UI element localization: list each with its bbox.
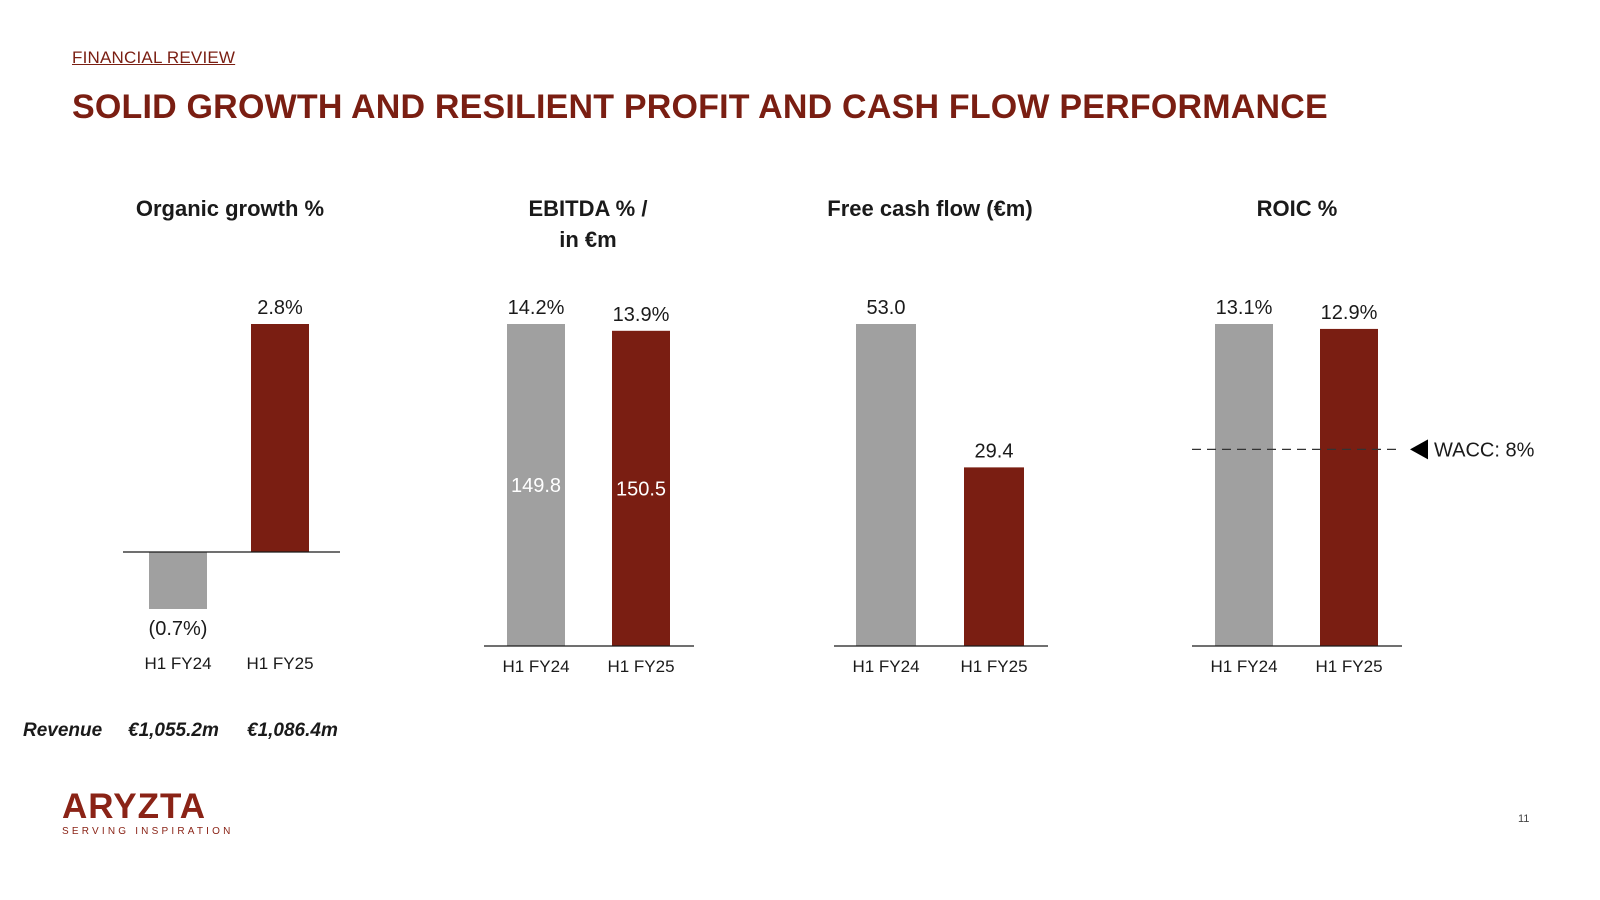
bar-0-1 bbox=[251, 324, 309, 552]
category-label-0-0: H1 FY24 bbox=[144, 654, 211, 673]
logo-tagline: SERVING INSPIRATION bbox=[62, 826, 234, 837]
page-title: SOLID GROWTH AND RESILIENT PROFIT AND CA… bbox=[72, 88, 1328, 126]
bar-0-0 bbox=[149, 552, 207, 609]
chart-title-organic-growth: Organic growth % bbox=[135, 196, 325, 221]
wacc-label: WACC: 8% bbox=[1434, 439, 1535, 461]
revenue-label: Revenue bbox=[23, 720, 103, 741]
data-label-2-0: 53.0 bbox=[867, 297, 906, 319]
category-label-3-1: H1 FY25 bbox=[1315, 657, 1382, 676]
section-label: FINANCIAL REVIEW bbox=[72, 48, 236, 67]
page-number: 11 bbox=[1518, 813, 1530, 825]
chart-title-ebitda: EBITDA % / in €m bbox=[470, 193, 706, 255]
data-label-1-1: 13.9% bbox=[613, 304, 670, 326]
category-label-0-1: H1 FY25 bbox=[246, 654, 313, 673]
data-label-1-0: 14.2% bbox=[508, 297, 565, 319]
category-label-3-0: H1 FY24 bbox=[1210, 657, 1277, 676]
data-label-0-1: 2.8% bbox=[257, 297, 303, 319]
category-label-2-1: H1 FY25 bbox=[960, 657, 1027, 676]
revenue-value-fy25: €1,086.4m bbox=[247, 720, 338, 741]
data-label-2-1: 29.4 bbox=[975, 440, 1014, 462]
chart-title-roic: ROIC % bbox=[1256, 196, 1338, 221]
inner-label-1-0: 149.8 bbox=[511, 475, 561, 497]
chart-title-free-cash-flow: Free cash flow (€m) bbox=[827, 196, 1033, 221]
category-label-2-0: H1 FY24 bbox=[852, 657, 919, 676]
bar-3-1 bbox=[1320, 328, 1378, 646]
bar-2-0 bbox=[856, 324, 916, 646]
aryzta-logo: ARYZTA SERVING INSPIRATION bbox=[62, 787, 234, 837]
category-label-1-1: H1 FY25 bbox=[607, 657, 674, 676]
bar-1-1 bbox=[612, 330, 670, 646]
logo-wordmark: ARYZTA bbox=[62, 787, 207, 826]
data-label-3-1: 12.9% bbox=[1321, 302, 1378, 324]
bar-1-0 bbox=[507, 324, 565, 646]
inner-label-1-1: 150.5 bbox=[616, 478, 666, 500]
wacc-arrow-icon bbox=[1410, 439, 1428, 460]
bar-3-0 bbox=[1215, 324, 1273, 646]
data-label-0-0: (0.7%) bbox=[149, 618, 208, 640]
chart-title-ebitda-line2: in €m bbox=[559, 227, 617, 252]
category-label-1-0: H1 FY24 bbox=[502, 657, 569, 676]
chart-title-ebitda-line1: EBITDA % / bbox=[528, 196, 648, 221]
data-label-3-0: 13.1% bbox=[1216, 297, 1273, 319]
revenue-value-fy24: €1,055.2m bbox=[128, 720, 219, 741]
bar-2-1 bbox=[964, 467, 1024, 646]
